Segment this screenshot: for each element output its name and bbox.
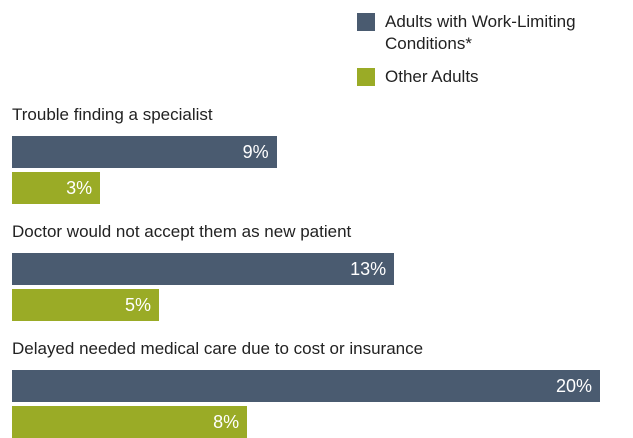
legend-swatch: [357, 68, 375, 86]
value-label: 9%: [242, 142, 269, 162]
category-label: Trouble finding a specialist: [12, 105, 213, 124]
category-label: Doctor would not accept them as new pati…: [12, 222, 352, 241]
value-label: 5%: [124, 295, 151, 315]
bar: [12, 370, 600, 402]
bar: [12, 289, 159, 321]
legend-label: Adults with Work-Limiting Conditions*: [385, 12, 576, 53]
bar: [12, 136, 277, 168]
value-label: 8%: [213, 412, 240, 432]
bar: [12, 253, 395, 285]
value-label: 20%: [555, 376, 592, 396]
value-label: 13%: [350, 259, 387, 279]
legend-swatch: [357, 13, 375, 31]
legend-label: Other Adults: [385, 67, 479, 86]
category-label: Delayed needed medical care due to cost …: [12, 339, 424, 358]
bar: [12, 172, 101, 204]
bar: [12, 406, 248, 438]
value-label: 3%: [66, 178, 93, 198]
